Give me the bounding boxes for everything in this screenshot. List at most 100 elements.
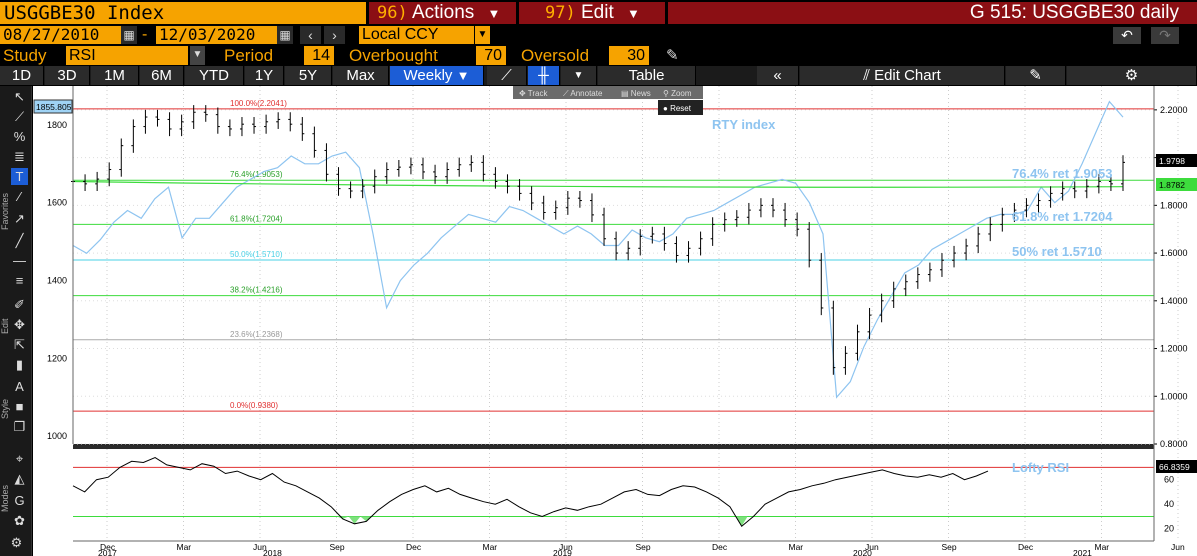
actions-menu[interactable]: 96) Actions ▼ <box>369 2 516 24</box>
horizontal-line-icon[interactable]: — <box>13 253 26 268</box>
fib-level-label: 50.0%(1.5710) <box>230 250 283 259</box>
gear-icon[interactable]: ⚙ <box>1067 66 1197 85</box>
gear-icon[interactable]: ⚙ <box>10 535 23 550</box>
range-1y[interactable]: 1Y <box>245 66 284 85</box>
annotate-button[interactable]: ⟋ Annotate <box>563 89 603 98</box>
ray-icon[interactable]: ⁄ <box>18 189 21 204</box>
edit-chart-button[interactable]: ⫽ Edit Chart <box>800 66 1005 85</box>
fib-level-label: 38.2%(1.4216) <box>230 286 283 295</box>
track-button[interactable]: ✥ Track <box>519 89 548 98</box>
table-button[interactable]: Table <box>598 66 696 85</box>
x-axis-month-label: Dec <box>406 542 422 552</box>
left-axis-tick-label: 1000 <box>47 431 67 441</box>
calendar-icon[interactable]: ▦ <box>277 26 293 44</box>
rsi-current-badge <box>1156 460 1197 473</box>
calendar-icon[interactable]: ▦ <box>121 26 137 44</box>
trendline-icon[interactable]: ⟋ <box>14 109 25 124</box>
fib-level-label: 76.4%(1.9053) <box>230 170 283 179</box>
news-button[interactable]: ▤ News <box>621 89 651 98</box>
chevron-down-icon[interactable]: ▼ <box>561 66 597 85</box>
color-square-icon[interactable]: ■ <box>15 399 24 414</box>
left-axis-tick-label: 1600 <box>47 198 67 208</box>
oversold-input[interactable]: 30 <box>609 46 649 65</box>
start-date-input[interactable]: 08/27/2010 <box>0 26 121 44</box>
range-6m[interactable]: 6M <box>140 66 184 85</box>
edit-number: 97) <box>545 3 576 23</box>
text-icon[interactable]: A <box>15 379 24 394</box>
period-input[interactable]: 14 <box>304 46 334 65</box>
undo-icon[interactable]: ↶ <box>1113 27 1141 44</box>
pencil-icon[interactable]: ✎ <box>666 47 679 64</box>
line-chart-icon[interactable]: ⟋ <box>487 66 527 85</box>
right-axis-tick-label: 1.8000 <box>1160 200 1188 210</box>
reset-button-bg <box>658 100 703 115</box>
triangle-down-icon: ▼ <box>456 68 470 83</box>
study-select[interactable]: RSI <box>66 46 188 65</box>
arrow-line-icon[interactable]: ↗ <box>14 211 25 226</box>
range-max[interactable]: Max <box>333 66 389 85</box>
study-bar: Study RSI ▼ Period 14 Overbought 70 Over… <box>0 46 1197 66</box>
chart-settings-icon: ⫽ <box>863 67 875 84</box>
reset-button[interactable]: ● Reset <box>663 104 692 113</box>
prev-arrow-icon[interactable]: ‹ <box>300 26 321 44</box>
x-axis-month-label: Mar <box>1095 542 1110 552</box>
segment-icon[interactable]: ╱ <box>15 233 24 248</box>
pane-divider[interactable] <box>33 444 1197 449</box>
fib-level-label: 61.8%(1.7204) <box>230 214 283 223</box>
chart-toolbar: 1D 3D 1M 6M YTD 1Y 5Y Max Weekly ▼ ⟋ ╫ ▼… <box>0 66 1197 85</box>
x-axis-year-label: 2021 <box>1073 548 1092 556</box>
edit-label: Edit <box>0 318 10 335</box>
news-icon: ▤ <box>621 89 631 98</box>
fib-level-label: 100.0%(2.2041) <box>230 99 287 108</box>
range-1m[interactable]: 1M <box>91 66 139 85</box>
select-icon[interactable]: ⇱ <box>14 337 25 352</box>
left-current-value-badge <box>33 99 73 114</box>
percent-icon[interactable]: % <box>13 129 26 144</box>
range-1d[interactable]: 1D <box>0 66 44 85</box>
ticker-field[interactable]: USGGBE30 Index <box>0 2 366 24</box>
overbought-label: Overbought <box>349 46 438 65</box>
end-date-input[interactable]: 12/03/2020 <box>156 26 277 44</box>
overbought-input[interactable]: 70 <box>476 46 506 65</box>
range-5y[interactable]: 5Y <box>285 66 332 85</box>
range-ytd[interactable]: YTD <box>185 66 244 85</box>
trash-icon[interactable]: ▮ <box>15 357 24 372</box>
left-toolbar: ↖ ⟋ % ≣ T ⁄ ↗ ╱ — ≡ ✐ ✥ ⇱ ▮ A ■ ❐ ⌖ ◭ G … <box>0 86 32 556</box>
chevron-down-icon[interactable]: ▼ <box>189 46 205 65</box>
price-current-badge <box>1156 154 1197 167</box>
fibonacci-icon[interactable]: ≣ <box>14 149 25 164</box>
price-chart[interactable]: 100.0%(2.2041) 76.4%(1.9053) 61.8%(1.7204)… <box>33 86 1197 556</box>
x-axis-year-label: 2020 <box>853 548 872 556</box>
pen-icon[interactable]: ✐ <box>14 297 25 312</box>
channel-icon[interactable]: ≡ <box>15 273 24 288</box>
cycle-icon[interactable]: G <box>14 493 25 508</box>
right-axis-tick-label: 1.2000 <box>1160 344 1188 354</box>
edit-menu[interactable]: 97) Edit ▼ <box>519 2 665 24</box>
redo-icon[interactable]: ↷ <box>1151 27 1179 44</box>
currency-select[interactable]: Local CCY <box>359 26 474 44</box>
annotation-618: 61.8% ret 1.7204 <box>1012 209 1113 224</box>
chevron-down-icon[interactable]: ▼ <box>474 26 490 44</box>
bar-chart-icon[interactable]: ╫ <box>528 66 560 85</box>
annotate-icon: ⟋ <box>563 89 570 98</box>
collapse-icon[interactable]: « <box>757 66 799 85</box>
chevron-down-icon: ▼ <box>487 6 501 21</box>
periodicity-select[interactable]: Weekly ▼ <box>390 66 484 85</box>
next-arrow-icon[interactable]: › <box>324 26 345 44</box>
annotate-pen-icon[interactable]: ✎ <box>1006 66 1066 85</box>
palette-icon[interactable]: ✿ <box>14 513 25 528</box>
edit-chart-label: Edit Chart <box>874 67 941 84</box>
copy-icon[interactable]: ❐ <box>13 419 26 434</box>
main-plot-area <box>73 86 1154 444</box>
move-icon[interactable]: ✥ <box>14 317 25 332</box>
magnet-icon[interactable]: ◭ <box>14 471 25 486</box>
range-3d[interactable]: 3D <box>45 66 90 85</box>
cursor-icon[interactable]: ↖ <box>14 89 25 104</box>
reset-label: Reset <box>670 104 692 113</box>
crosshair-icon[interactable]: ⌖ <box>15 451 24 466</box>
x-axis-month-label: Mar <box>177 542 192 552</box>
retracement-icon[interactable]: T <box>11 168 28 185</box>
x-axis-month-label: Mar <box>789 542 804 552</box>
price-current-value: 1.9798 <box>1159 156 1185 166</box>
zoom-button[interactable]: ⚲ Zoom <box>663 89 692 98</box>
